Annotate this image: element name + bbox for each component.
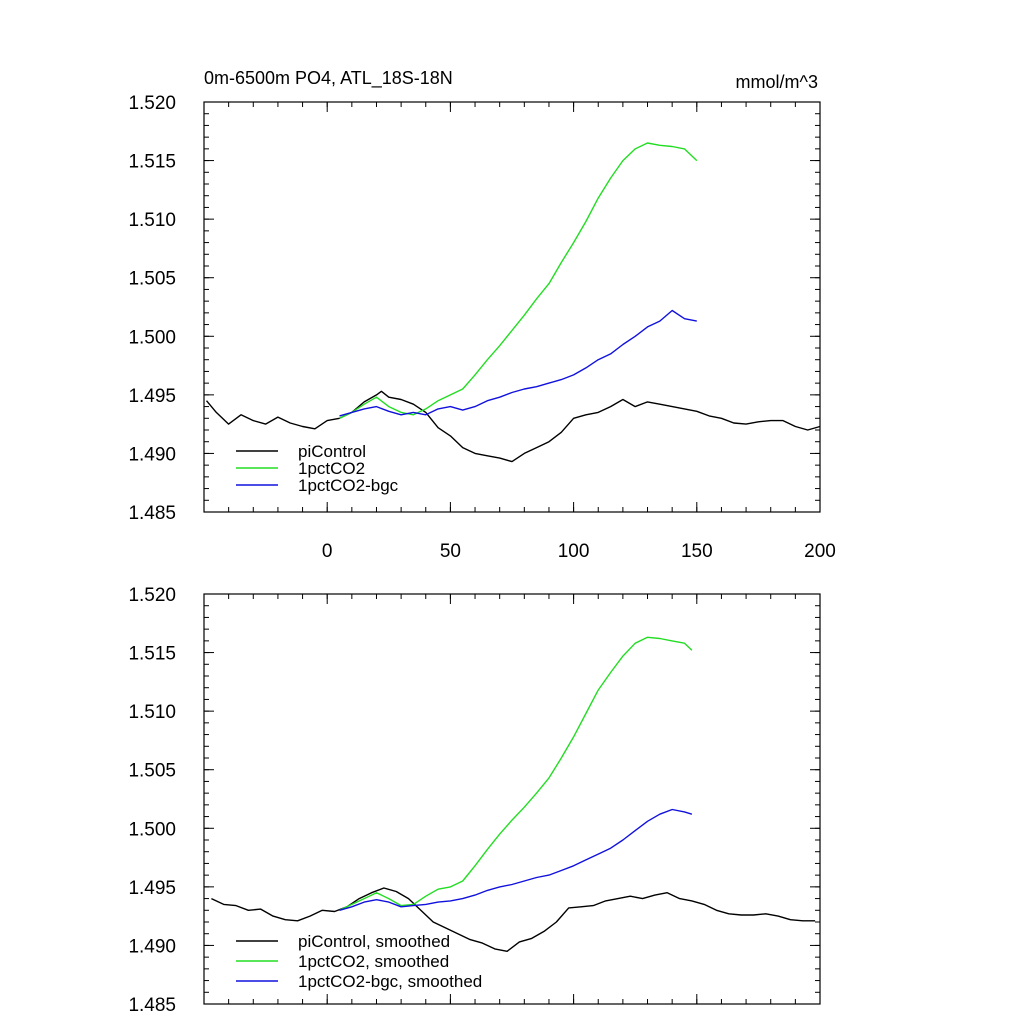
- legend-label-picontrol: piControl: [298, 442, 366, 461]
- x-tick-label: 200: [804, 541, 836, 562]
- series-line-picontrol: [205, 390, 821, 463]
- y-tick-label: 1.485: [128, 503, 176, 524]
- legend-label-1pctco2: 1pctCO2: [298, 459, 365, 478]
- y-tick-label: 1.495: [128, 878, 176, 899]
- x-tick-label: 0: [322, 541, 333, 562]
- y-tick-label: 1.515: [128, 644, 176, 665]
- y-tick-label: 1.515: [128, 152, 176, 173]
- legend-label-1pctco2-bgc-smoothed: 1pctCO2-bgc, smoothed: [298, 972, 482, 991]
- x-tick-label: 100: [558, 541, 590, 562]
- series-line-1pctco2-smoothed: [339, 636, 693, 911]
- series-line-1pctco2-bgc: [339, 309, 697, 417]
- y-tick-label: 1.505: [128, 761, 176, 782]
- units-label: mmol/m^3: [736, 72, 818, 92]
- chart-title: 0m-6500m PO4, ATL_18S-18N: [204, 68, 453, 89]
- y-tick-label: 1.520: [128, 585, 176, 606]
- series-line-1pctco2-bgc-smoothed: [339, 808, 693, 911]
- bottom-panel: 1.485 1.490 1.495 1.500 1.505 1.510 1.515 1.520…: [128, 585, 821, 1016]
- y-tick-label: 1.520: [128, 93, 176, 114]
- plot-frame: [203, 101, 821, 513]
- series-line-picontrol-smoothed: [211, 887, 816, 952]
- legend-label-1pctco2-bgc: 1pctCO2-bgc: [298, 476, 399, 495]
- y-tick-label: 1.500: [128, 327, 176, 348]
- legend-label-1pctco2-smoothed: 1pctCO2, smoothed: [298, 952, 449, 971]
- y-tick-label: 1.510: [128, 702, 176, 723]
- x-tick-label: 50: [440, 541, 461, 562]
- y-tick-label: 1.490: [128, 444, 176, 465]
- legend-label-picontrol-smoothed: piControl, smoothed: [298, 932, 450, 951]
- y-tick-label: 1.485: [128, 995, 176, 1016]
- y-tick-label: 1.495: [128, 386, 176, 407]
- y-tick-label: 1.510: [128, 210, 176, 231]
- top-panel: 1.485 1.490 1.495 1.500 1.505 1.510 1.515 1.520…: [128, 68, 835, 562]
- plot-frame: [203, 593, 821, 1005]
- y-tick-label: 1.500: [128, 819, 176, 840]
- x-tick-label: 150: [681, 541, 713, 562]
- y-tick-label: 1.505: [128, 269, 176, 290]
- y-tick-label: 1.490: [128, 936, 176, 957]
- series-line-1pctco2: [339, 142, 698, 419]
